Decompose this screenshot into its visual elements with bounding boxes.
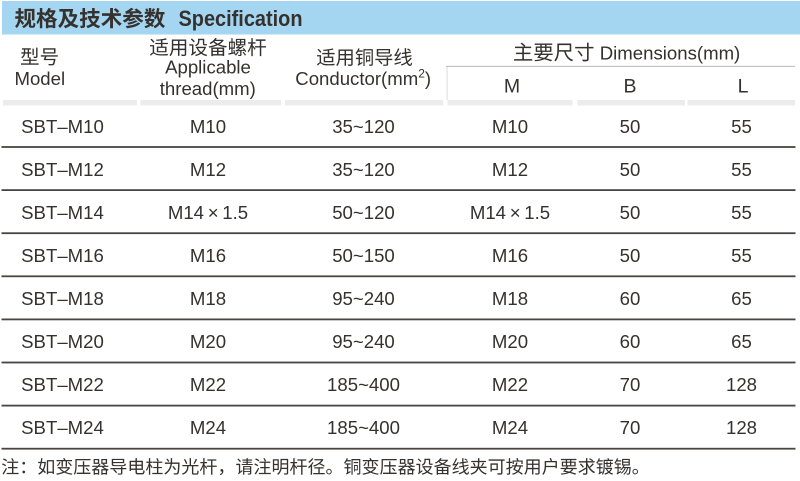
- svg-text:M12: M12: [190, 159, 226, 180]
- svg-text:M22: M22: [492, 374, 528, 395]
- svg-text:95~240: 95~240: [332, 331, 395, 352]
- svg-text:M10: M10: [492, 116, 528, 137]
- svg-text:SBT–M22: SBT–M22: [21, 374, 104, 395]
- svg-text:50: 50: [620, 202, 641, 223]
- svg-text:185~400: 185~400: [327, 417, 400, 438]
- svg-text:M14 × 1.5: M14 × 1.5: [470, 202, 550, 223]
- svg-text:M22: M22: [190, 374, 226, 395]
- svg-text:55: 55: [731, 202, 752, 223]
- svg-text:Model: Model: [14, 68, 65, 89]
- svg-text:M18: M18: [190, 288, 226, 309]
- svg-text:50: 50: [620, 116, 641, 137]
- svg-text:128: 128: [726, 374, 757, 395]
- svg-text:50~150: 50~150: [332, 245, 395, 266]
- svg-text:M24: M24: [492, 417, 528, 438]
- svg-text:65: 65: [731, 331, 752, 352]
- svg-text:SBT–M12: SBT–M12: [21, 159, 104, 180]
- svg-text:Specification: Specification: [179, 6, 303, 31]
- svg-text:60: 60: [620, 331, 641, 352]
- svg-text:65: 65: [731, 288, 752, 309]
- svg-text:55: 55: [731, 116, 752, 137]
- svg-text:SBT–M18: SBT–M18: [21, 288, 104, 309]
- svg-text:M16: M16: [190, 245, 226, 266]
- svg-text:M16: M16: [492, 245, 528, 266]
- svg-text:SBT–M16: SBT–M16: [21, 245, 104, 266]
- svg-text:55: 55: [731, 159, 752, 180]
- svg-text:70: 70: [620, 417, 641, 438]
- svg-text:50: 50: [620, 245, 641, 266]
- svg-text:M24: M24: [190, 417, 226, 438]
- svg-text:SBT–M24: SBT–M24: [21, 417, 104, 438]
- svg-text:70: 70: [620, 374, 641, 395]
- svg-text:L: L: [738, 75, 749, 97]
- svg-text:95~240: 95~240: [332, 288, 395, 309]
- svg-text:35~120: 35~120: [332, 116, 395, 137]
- svg-text:M20: M20: [492, 331, 528, 352]
- svg-text:Conductor(mm2): Conductor(mm2): [295, 67, 431, 90]
- svg-text:50~120: 50~120: [332, 202, 395, 223]
- svg-text:Dimensions(mm): Dimensions(mm): [600, 43, 741, 64]
- svg-text:thread(mm): thread(mm): [160, 78, 256, 99]
- svg-text:SBT–M14: SBT–M14: [21, 202, 104, 223]
- svg-text:185~400: 185~400: [327, 374, 400, 395]
- svg-text:SBT–M10: SBT–M10: [21, 116, 104, 137]
- svg-text:SBT–M20: SBT–M20: [21, 331, 104, 352]
- svg-text:M10: M10: [190, 116, 226, 137]
- svg-text:M: M: [504, 75, 520, 97]
- svg-text:128: 128: [726, 417, 757, 438]
- svg-text:35~120: 35~120: [332, 159, 395, 180]
- svg-text:M14 × 1.5: M14 × 1.5: [168, 202, 248, 223]
- svg-text:M18: M18: [492, 288, 528, 309]
- svg-text:B: B: [623, 75, 636, 97]
- svg-text:60: 60: [620, 288, 641, 309]
- svg-text:55: 55: [731, 245, 752, 266]
- svg-text:Applicable: Applicable: [165, 57, 251, 78]
- svg-text:M20: M20: [190, 331, 226, 352]
- svg-text:M12: M12: [492, 159, 528, 180]
- svg-text:50: 50: [620, 159, 641, 180]
